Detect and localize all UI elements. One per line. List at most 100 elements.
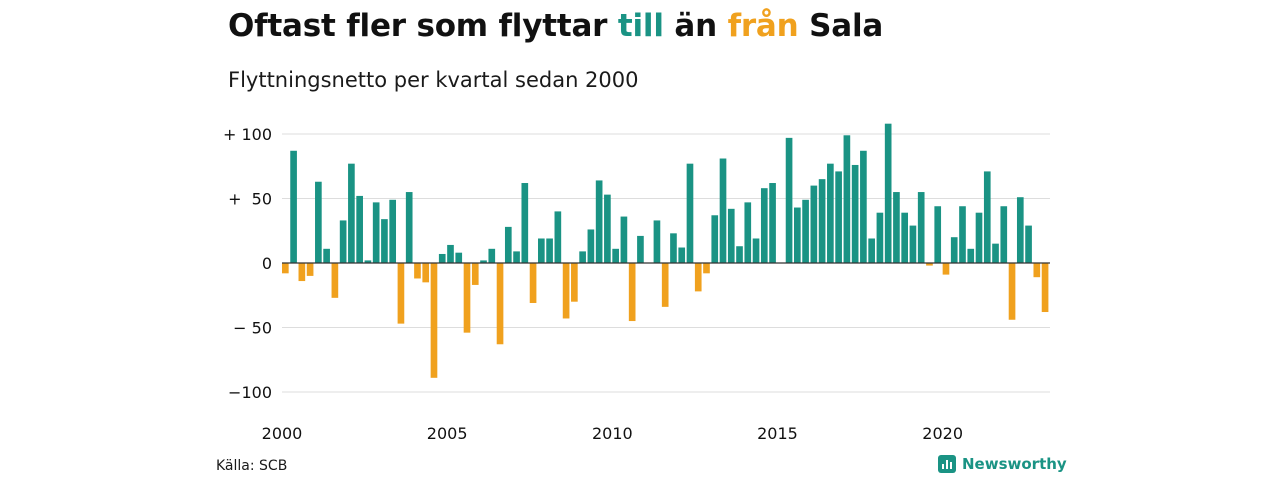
bar <box>571 263 578 302</box>
bar <box>628 263 636 322</box>
bar <box>463 263 471 333</box>
bar <box>1025 225 1032 263</box>
bar <box>744 202 752 263</box>
bar <box>620 216 628 263</box>
bar <box>843 135 851 263</box>
bar <box>306 263 314 276</box>
y-tick-label: −100 <box>228 383 272 402</box>
title-part-1: Oftast fler som flyttar <box>228 8 618 44</box>
bar <box>447 244 454 263</box>
bar <box>290 150 297 263</box>
bar <box>612 248 619 263</box>
newsworthy-icon <box>938 455 956 473</box>
bar <box>736 246 743 263</box>
bar <box>521 183 529 263</box>
bar <box>653 220 661 263</box>
title-fran: från <box>727 8 799 44</box>
bar <box>405 192 413 263</box>
bar <box>397 263 405 324</box>
bar <box>562 263 570 319</box>
bar <box>339 220 347 263</box>
chart-subtitle: Flyttningsnetto per kvartal sedan 2000 <box>228 68 639 92</box>
bar <box>1000 206 1008 263</box>
bar <box>760 188 768 263</box>
bar <box>983 171 991 263</box>
bar <box>934 206 942 263</box>
x-tick-label: 2020 <box>922 424 963 443</box>
bar <box>430 263 438 378</box>
x-tick-label: 2000 <box>262 424 303 443</box>
bar <box>389 199 397 263</box>
bar <box>496 263 504 345</box>
bar <box>661 263 669 307</box>
bar <box>480 260 487 263</box>
x-tick-label: 2005 <box>427 424 468 443</box>
y-tick-label: + 50 <box>228 190 272 209</box>
bar <box>975 212 983 263</box>
bar <box>587 229 595 263</box>
bar <box>785 137 793 263</box>
bar <box>538 238 545 263</box>
bar <box>438 253 446 263</box>
bar <box>942 263 950 275</box>
y-tick-label: + 100 <box>223 125 272 144</box>
bar <box>678 247 686 263</box>
brand-logo: Newsworthy <box>938 455 1067 473</box>
bar <box>455 252 463 263</box>
bar <box>909 225 917 263</box>
bar <box>1041 263 1049 313</box>
bar <box>554 211 562 263</box>
chart-title: Oftast fler som flyttar till än från Sal… <box>228 8 883 44</box>
bar <box>703 263 710 274</box>
bar <box>323 248 330 263</box>
x-tick-label: 2015 <box>757 424 798 443</box>
bar <box>637 235 644 263</box>
bar <box>1033 263 1041 278</box>
bar <box>595 180 603 263</box>
title-till: till <box>617 8 664 44</box>
bar <box>513 251 520 263</box>
bar <box>926 263 933 266</box>
bar <box>670 233 677 263</box>
bar <box>1008 263 1016 320</box>
bar <box>727 208 735 263</box>
bar <box>827 163 834 263</box>
bar <box>818 179 826 263</box>
bar <box>546 238 553 263</box>
title-part-3: Sala <box>798 8 884 44</box>
bar <box>356 195 363 263</box>
bar <box>348 163 355 263</box>
bar <box>331 263 339 298</box>
bar <box>917 192 925 263</box>
bar <box>752 238 760 263</box>
title-part-2: än <box>663 8 728 44</box>
bar <box>1016 197 1024 263</box>
x-tick-label: 2010 <box>592 424 633 443</box>
bar <box>315 181 322 263</box>
bar <box>414 263 421 279</box>
y-tick-label: − 50 <box>233 319 272 338</box>
brand-name: Newsworthy <box>962 455 1067 473</box>
bar <box>686 163 694 263</box>
bar <box>694 263 702 292</box>
bar <box>876 212 884 263</box>
bar <box>364 260 372 263</box>
bar <box>810 185 818 263</box>
bar <box>769 183 776 263</box>
bar <box>992 243 999 263</box>
bar <box>298 263 306 282</box>
y-tick-label: 0 <box>262 254 272 273</box>
bar <box>488 248 496 263</box>
bar <box>901 212 909 263</box>
bar <box>471 263 479 285</box>
bar <box>884 123 892 264</box>
bar <box>868 238 875 263</box>
bar <box>604 194 611 263</box>
bar <box>794 207 801 263</box>
bar <box>802 199 809 263</box>
bar <box>381 219 388 263</box>
bar <box>835 171 842 263</box>
bar <box>372 202 380 263</box>
bar <box>719 158 727 263</box>
bar <box>422 263 430 283</box>
